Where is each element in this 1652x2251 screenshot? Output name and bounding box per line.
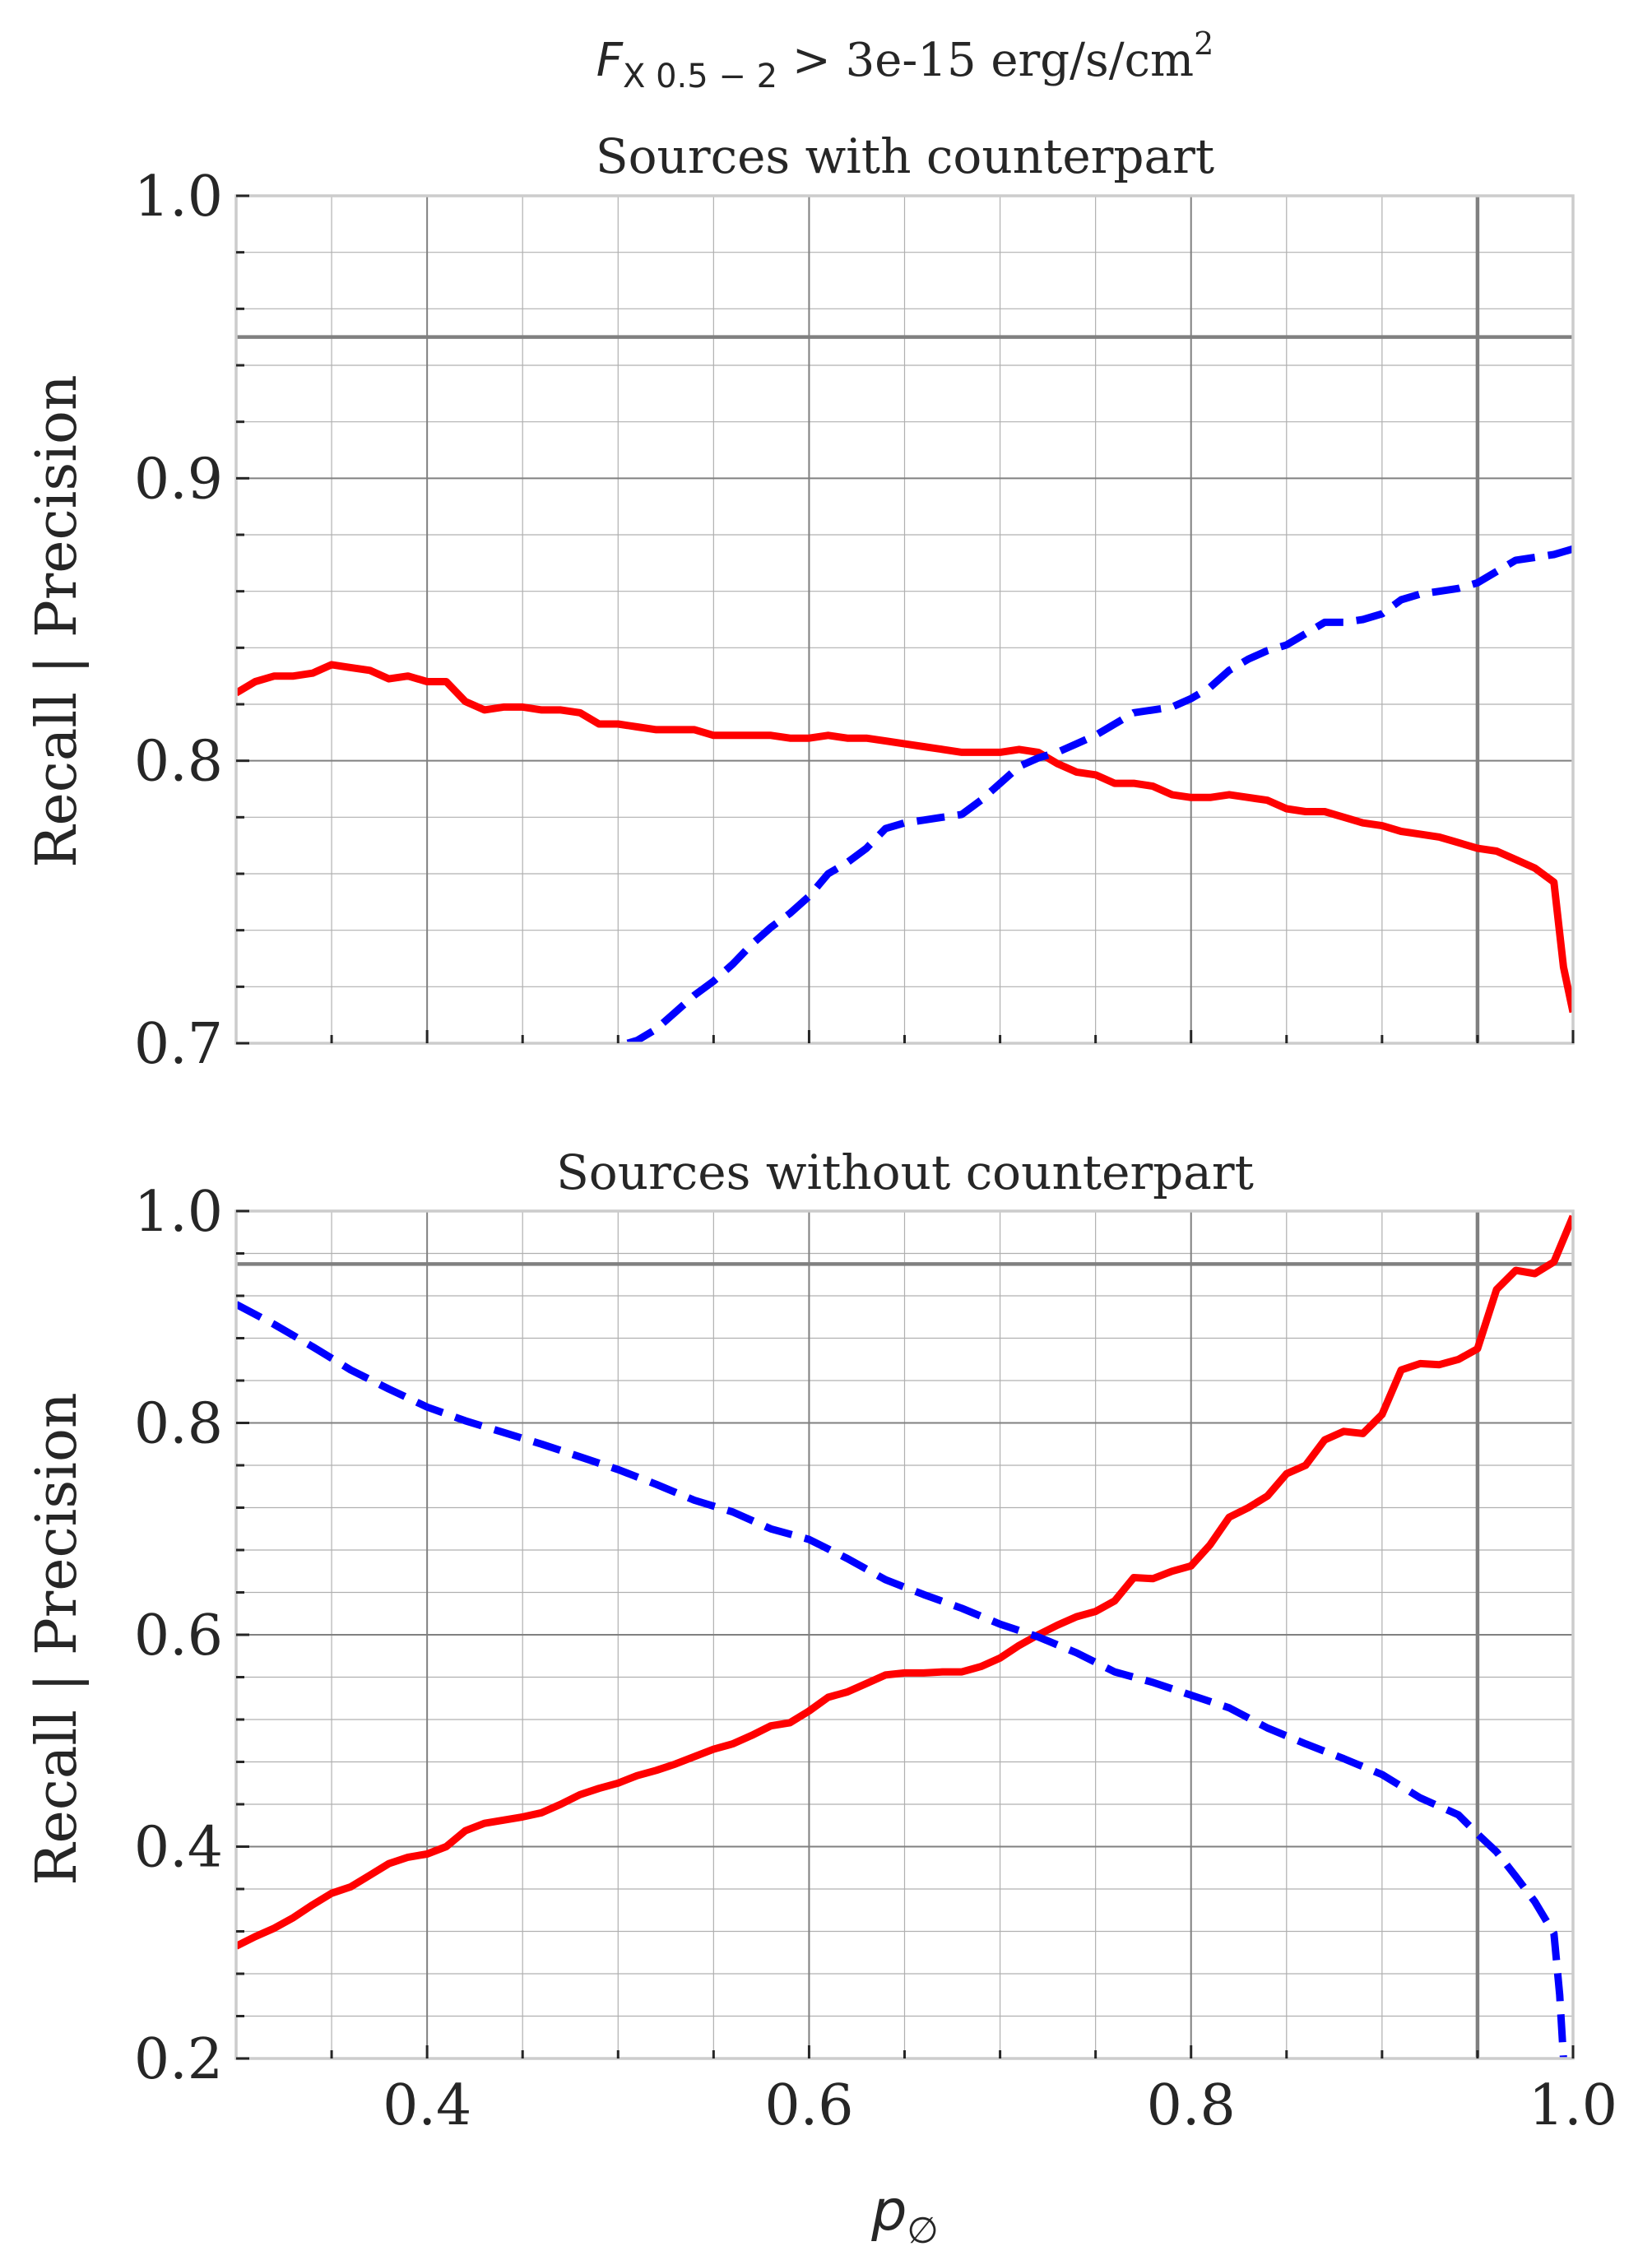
suptitle-text: > 3e-15 erg/s/cm	[777, 34, 1194, 87]
panel1-x-tick-label: 0.6	[764, 2073, 853, 2138]
panel1-y-tick-label: 0.2	[134, 2027, 223, 2092]
x-axis-label: p∅	[870, 2179, 939, 2251]
suptitle-superscript: 2	[1194, 26, 1213, 62]
panel0-y-tick-label: 0.7	[134, 1012, 223, 1077]
panel0-y-tick-label: 0.9	[134, 447, 223, 512]
panel1-y-tick-label: 0.4	[134, 1816, 223, 1881]
suptitle-base: F	[596, 34, 624, 87]
xlabel-base: p	[870, 2179, 907, 2244]
panel1-y-tick-label: 0.8	[134, 1392, 223, 1457]
panel-top-title: Sources with counterpart	[596, 128, 1214, 184]
panel-top-ylabel: Recall | Precision	[25, 374, 90, 867]
panel1-y-tick-label: 1.0	[134, 1180, 223, 1245]
panel1-x-tick-label: 1.0	[1529, 2073, 1617, 2138]
panel1-y-tick-label: 0.6	[134, 1604, 223, 1669]
panel0-series-line-dashed	[626, 545, 1573, 1043]
panel-bottom-title: Sources without counterpart	[556, 1144, 1254, 1200]
figure-suptitle: FX 0.5 − 2 > 3e-15 erg/s/cm2	[596, 26, 1214, 95]
panel0-series-line-solid	[236, 661, 1573, 1014]
panel0-y-tick-label: 0.8	[134, 730, 223, 795]
panel1-x-tick-label: 0.8	[1147, 2073, 1236, 2138]
panel1-series-line-solid	[236, 1214, 1573, 1950]
panel1-series-line-dashed	[236, 1301, 1567, 2058]
panel1-x-tick-label: 0.4	[383, 2073, 471, 2138]
suptitle-subscript: X 0.5 − 2	[623, 58, 777, 95]
xlabel-subscript: ∅	[907, 2210, 938, 2251]
panel-bottom: Sources without counterpart Recall | Pre…	[25, 1144, 1617, 2138]
panel0-y-tick-label: 1.0	[134, 165, 223, 230]
panel-bottom-ylabel: Recall | Precision	[25, 1392, 90, 1885]
panel-top: Sources with counterpart Recall | Precis…	[25, 128, 1575, 1077]
